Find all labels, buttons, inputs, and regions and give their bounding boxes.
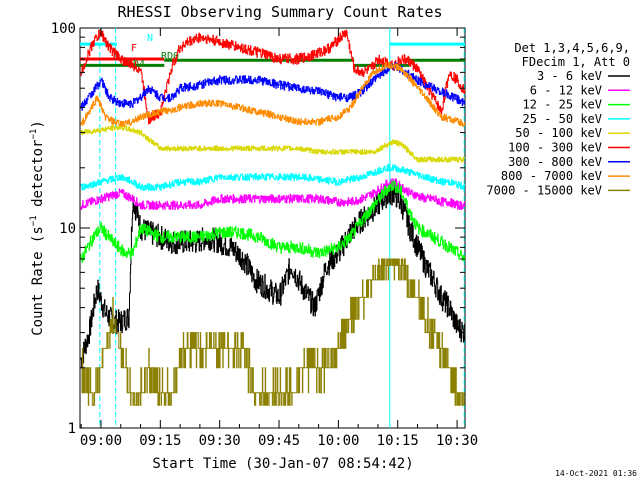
y-axis-label-main: Count Rate (s (30, 226, 46, 336)
y-tick-label: 10 (59, 221, 76, 237)
flag-label-f: F (131, 43, 137, 54)
legend-label: 12 - 25 keV (523, 98, 602, 112)
y-tick-label: 1 (68, 421, 76, 437)
flag-label-rd0: RD0 (161, 51, 179, 62)
series-line-1 (80, 178, 466, 210)
series-line-7 (80, 61, 466, 127)
legend-header-1: Det 1,3,4,5,6,9, (514, 41, 630, 55)
legend-label: 800 - 7000 keV (501, 169, 602, 183)
series-layer (80, 28, 466, 406)
x-tick-label: 09:15 (139, 433, 181, 449)
x-tick-label: 10:00 (317, 433, 359, 449)
legend-label: 50 - 100 keV (515, 126, 602, 140)
series-line-3 (80, 163, 466, 191)
y-axis-label-end: ) (30, 120, 46, 128)
legend-label: 6 - 12 keV (530, 83, 602, 97)
x-tick-label: 09:00 (80, 433, 122, 449)
legend-label: 300 - 800 keV (508, 155, 602, 169)
y-axis-label-sup1: −1 (29, 215, 39, 226)
y-axis-label: Count Rate (s−1 detector−1) (29, 120, 46, 336)
legend-label: 7000 - 15000 keV (486, 183, 602, 197)
y-axis-label-mid: detector (30, 140, 46, 216)
series-line-5 (80, 28, 466, 125)
y-tick-label: 100 (51, 21, 76, 37)
series-line-8 (80, 258, 465, 406)
series-line-2 (80, 180, 466, 263)
series-line-0 (80, 183, 466, 368)
legend: Det 1,3,4,5,6,9, FDecim 1, Att 0 3 - 6 k… (486, 41, 630, 197)
x-axis-label: Start Time (30-Jan-07 08:54:42) (152, 456, 413, 472)
ticks-layer: 09:00 09:15 09:30 09:45 10:00 10:15 10:30 1 10 10… (51, 21, 478, 449)
generated-timestamp: 14-Oct-2021 01:36 (555, 469, 637, 478)
y-axis-label-sup2: −1 (29, 129, 39, 140)
legend-label: 100 - 300 keV (508, 141, 602, 155)
plot-frame (79, 27, 466, 429)
legend-header-2: FDecim 1, Att 0 (522, 55, 630, 69)
series-line-4 (80, 123, 466, 163)
x-tick-label: 10:15 (377, 433, 419, 449)
legend-label: 3 - 6 keV (537, 69, 602, 83)
legend-label: 25 - 50 keV (523, 112, 602, 126)
flag-label-n: N (147, 33, 153, 44)
chart-title: RHESSI Observing Summary Count Rates (117, 3, 442, 21)
x-tick-label: 09:30 (199, 433, 241, 449)
x-tick-label: 09:45 (258, 433, 300, 449)
x-tick-label: 10:30 (436, 433, 478, 449)
